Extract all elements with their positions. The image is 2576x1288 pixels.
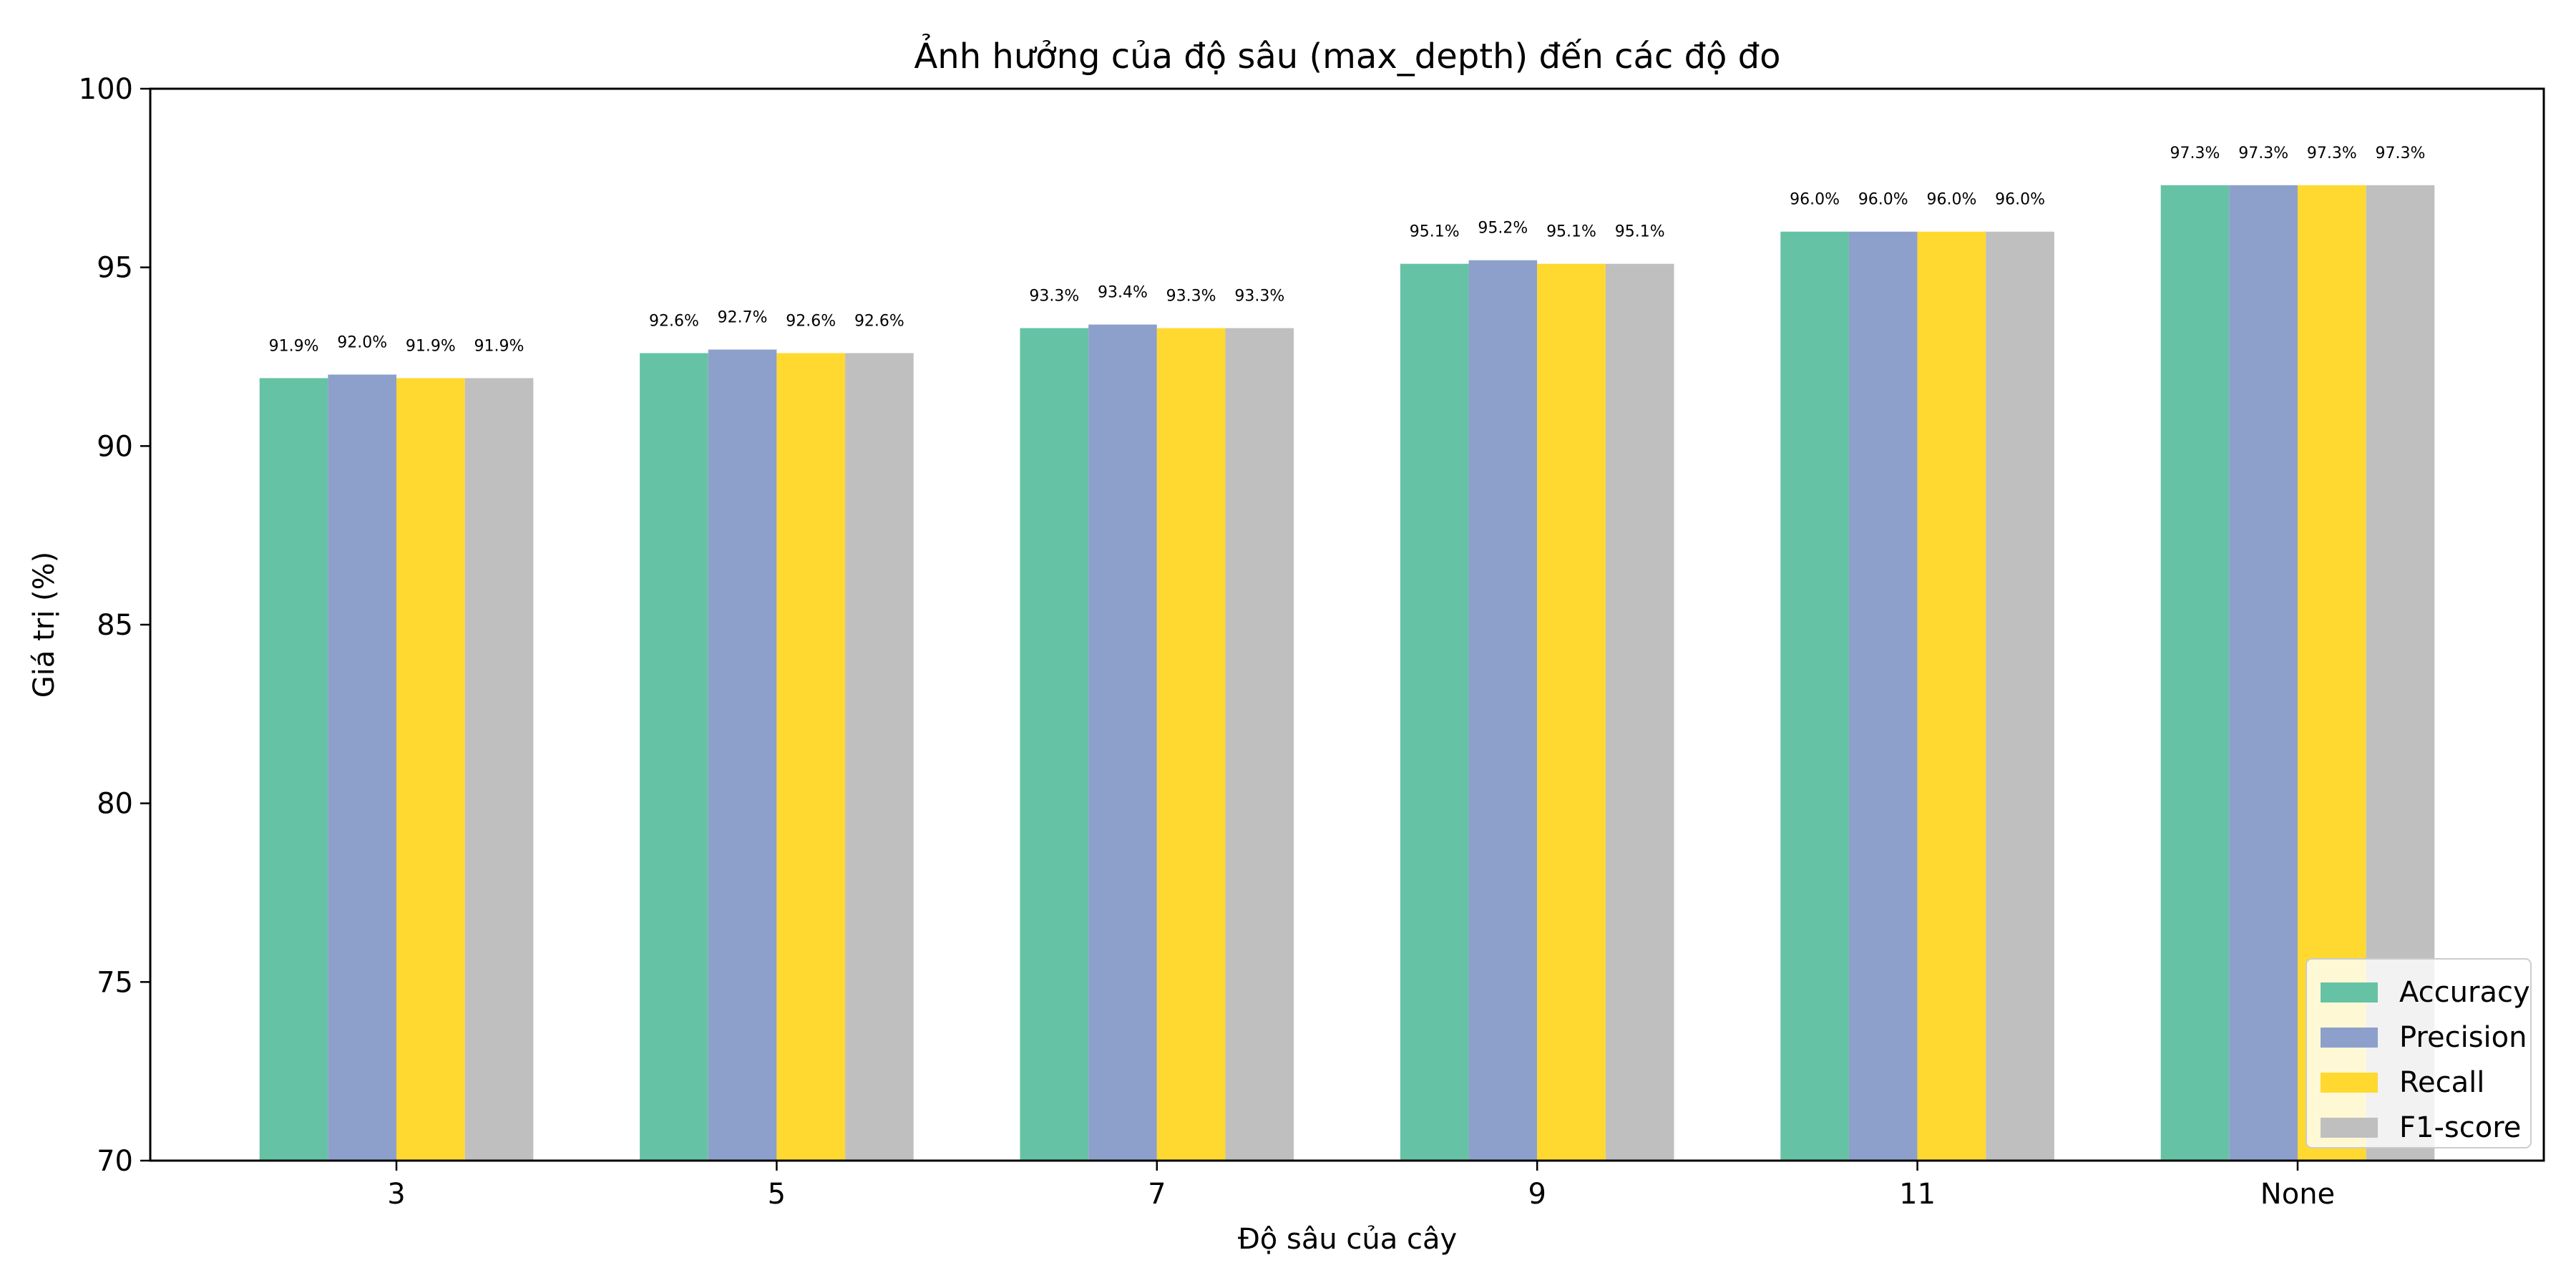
- legend-swatch: [2321, 1118, 2378, 1138]
- y-tick-label: 90: [97, 430, 133, 463]
- y-tick-label: 80: [97, 788, 133, 821]
- bar: [1605, 263, 1674, 1161]
- bar: [1917, 231, 1986, 1161]
- data-label: 92.0%: [337, 333, 387, 351]
- data-label: 93.3%: [1166, 288, 1216, 306]
- y-tick-label: 95: [97, 252, 133, 285]
- y-axis-label: Giá trị (%): [28, 552, 61, 698]
- data-label: 97.3%: [2376, 145, 2426, 162]
- bar: [2229, 185, 2298, 1161]
- bar: [708, 349, 777, 1161]
- legend-label: Accuracy: [2399, 976, 2530, 1009]
- data-label: 97.3%: [2307, 145, 2357, 162]
- y-tick-label: 85: [97, 609, 133, 642]
- bar: [1156, 328, 1226, 1161]
- bar: [1400, 263, 1469, 1161]
- y-tick-label: 75: [97, 966, 133, 999]
- legend-box: [2306, 958, 2532, 1148]
- bar: [845, 353, 914, 1161]
- data-label: 96.0%: [1790, 191, 1840, 209]
- plot-area: 91.9% 92.0% 91.9% 91.9% 92.6% 92.7% 92.6% 92.6%…: [259, 145, 2435, 1161]
- x-tick-label: 11: [1899, 1178, 1936, 1211]
- data-label: 97.3%: [2170, 145, 2220, 162]
- bar: [1225, 328, 1294, 1161]
- bar: [328, 374, 397, 1161]
- bar: [259, 378, 328, 1161]
- data-label: 91.9%: [269, 337, 319, 355]
- bar: [396, 378, 465, 1161]
- data-label: 96.0%: [1926, 191, 1976, 209]
- data-label: 95.2%: [1478, 220, 1528, 238]
- data-label: 92.7%: [718, 309, 768, 327]
- bar: [1780, 231, 1849, 1161]
- bar: [1537, 263, 1606, 1161]
- bar: [2160, 185, 2230, 1161]
- legend-label: Recall: [2399, 1066, 2484, 1099]
- legend-swatch: [2321, 1028, 2378, 1048]
- data-label: 93.4%: [1098, 284, 1148, 302]
- data-label: 95.1%: [1615, 223, 1665, 241]
- x-tick-label: 5: [768, 1178, 786, 1211]
- x-tick-label: 9: [1528, 1178, 1546, 1211]
- bar: [1986, 231, 2054, 1161]
- bar: [1020, 328, 1089, 1161]
- y-tick-label: 100: [79, 73, 133, 106]
- chart-title: Ảnh hưởng của độ sâu (max_depth) đến các…: [914, 34, 1780, 77]
- bar: [1848, 231, 1918, 1161]
- x-axis-label: Độ sâu của cây: [1238, 1223, 1457, 1256]
- x-axis: 3 5 7 9 11 None: [387, 1161, 2335, 1211]
- data-label: 96.0%: [1858, 191, 1908, 209]
- data-label: 93.3%: [1234, 288, 1284, 306]
- bar: [640, 353, 708, 1161]
- y-tick-label: 70: [97, 1145, 133, 1178]
- bar: [776, 353, 846, 1161]
- legend-label: F1-score: [2399, 1111, 2521, 1144]
- data-label: 95.1%: [1546, 223, 1596, 241]
- data-label: 92.6%: [854, 313, 904, 331]
- legend-swatch: [2321, 982, 2378, 1002]
- data-label: 91.9%: [474, 337, 525, 355]
- legend: Accuracy Precision Recall F1-score: [2306, 958, 2532, 1148]
- x-tick-label: 3: [387, 1178, 405, 1211]
- data-label: 93.3%: [1029, 288, 1079, 306]
- legend-label: Precision: [2399, 1021, 2527, 1054]
- bar: [1088, 324, 1157, 1161]
- x-tick-label: 7: [1148, 1178, 1166, 1211]
- data-label: 97.3%: [2238, 145, 2288, 162]
- data-label: 92.6%: [786, 313, 836, 331]
- legend-swatch: [2321, 1073, 2378, 1093]
- data-label: 96.0%: [1995, 191, 2045, 209]
- x-tick-label: None: [2260, 1178, 2335, 1211]
- data-label: 92.6%: [649, 313, 699, 331]
- bar: [464, 378, 534, 1161]
- bar: [1468, 260, 1538, 1161]
- data-label: 91.9%: [406, 337, 456, 355]
- y-axis: 70 75 80 85 90 95 100: [79, 73, 150, 1178]
- data-label: 95.1%: [1410, 223, 1460, 241]
